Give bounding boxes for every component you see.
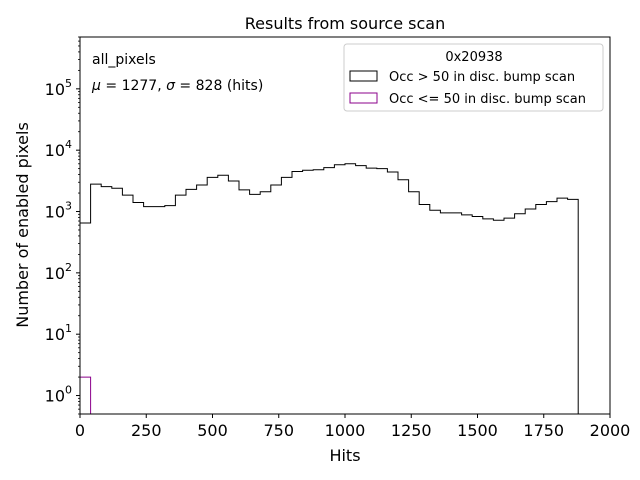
y-tick-label: 103: [45, 200, 72, 222]
x-tick-label: 1750: [523, 421, 564, 440]
series-layer: [79, 163, 589, 415]
histogram-bin: [154, 207, 165, 414]
histogram-bin: [239, 190, 250, 414]
annotation-sigma: 828: [196, 78, 223, 94]
y-tick-label: 100: [45, 384, 72, 406]
y-tick-label: 102: [45, 261, 72, 283]
legend-frame: [343, 43, 604, 112]
histogram-bin: [419, 205, 430, 414]
histogram-bin: [165, 206, 176, 414]
series-1: [79, 163, 589, 415]
annotation-mu: 1277: [122, 78, 158, 94]
histogram-bin: [536, 205, 547, 414]
x-tick-label: 500: [197, 421, 228, 440]
histogram-bin: [313, 170, 324, 414]
histogram-bin: [515, 214, 526, 414]
histogram-bin: [568, 199, 579, 414]
y-tick-label: 105: [45, 77, 72, 99]
histogram-bin: [377, 169, 388, 414]
x-axis-ticks: 0 250 500 750 1000 1250 1500 1750 2000: [75, 414, 630, 440]
histogram-bin: [430, 210, 441, 414]
histogram-bin: [398, 180, 409, 414]
legend-label-occ-le-50: Occ <= 50 in disc. bump scan: [389, 92, 586, 107]
histogram-bin: [260, 192, 271, 414]
x-tick-label: 2000: [590, 421, 631, 440]
histogram-bin: [250, 194, 261, 414]
histogram-bin: [144, 207, 155, 414]
histogram-bin: [387, 172, 398, 414]
y-axis-ticks: 100 101 102 103 104 105: [45, 36, 80, 415]
histogram-bin: [207, 177, 218, 414]
histogram-bin: [324, 168, 335, 414]
histogram-bin: [334, 165, 345, 414]
histogram-bin: [186, 189, 197, 414]
histogram-bin: [122, 195, 133, 414]
histogram-bin: [228, 181, 239, 414]
histogram-bin: [462, 215, 473, 414]
legend: 0x20938 Occ > 50 in disc. bump scan Occ …: [343, 43, 604, 112]
histogram-bin: [101, 187, 112, 414]
chart-title: Results from source scan: [245, 14, 445, 33]
x-tick-label: 250: [131, 421, 162, 440]
histogram-bin: [292, 171, 303, 414]
y-axis-label: Number of enabled pixels: [13, 122, 32, 328]
histogram-bin: [281, 177, 292, 414]
annotation-stats: μ = 1277, σ = 828 (hits): [91, 78, 263, 94]
histogram-bin: [303, 170, 314, 414]
series-outline: [79, 163, 589, 415]
x-tick-label: 0: [75, 421, 85, 440]
annotation-unit: (hits): [227, 78, 263, 94]
histogram-bin: [112, 188, 123, 414]
histogram-bin: [271, 185, 282, 414]
x-axis-label: Hits: [329, 446, 360, 465]
legend-label-occ-gt-50: Occ > 50 in disc. bump scan: [389, 70, 575, 85]
histogram-bin: [483, 219, 494, 414]
histogram-bin: [525, 209, 536, 414]
histogram-bin: [504, 218, 515, 414]
legend-swatch-occ-le-50: [349, 92, 378, 104]
y-tick-label: 101: [45, 322, 72, 344]
series-2: [79, 376, 92, 414]
annotation-name: all_pixels: [92, 52, 156, 68]
histogram-bin: [472, 216, 483, 414]
histogram-bin: [356, 166, 367, 414]
histogram-bin: [440, 213, 451, 414]
histogram-bin: [451, 213, 462, 414]
y-tick-label: 104: [45, 138, 72, 160]
histogram-bin: [493, 220, 504, 414]
histogram-bin: [366, 168, 377, 414]
histogram-bin: [197, 185, 208, 414]
x-tick-label: 1250: [391, 421, 432, 440]
histogram-bin: [91, 184, 102, 414]
legend-swatch-occ-gt-50: [349, 70, 378, 82]
x-tick-label: 1500: [457, 421, 498, 440]
histogram-bin: [175, 195, 186, 414]
histogram-bin: [218, 175, 229, 414]
histogram-bin: [557, 198, 568, 414]
histogram-bin: [80, 377, 91, 414]
x-tick-label: 750: [263, 421, 294, 440]
legend-title: 0x20938: [445, 50, 502, 65]
histogram-bin: [546, 202, 557, 414]
histogram-bin: [409, 192, 420, 414]
histogram-bin: [345, 164, 356, 414]
histogram-bin: [133, 203, 144, 414]
x-tick-label: 1000: [325, 421, 366, 440]
